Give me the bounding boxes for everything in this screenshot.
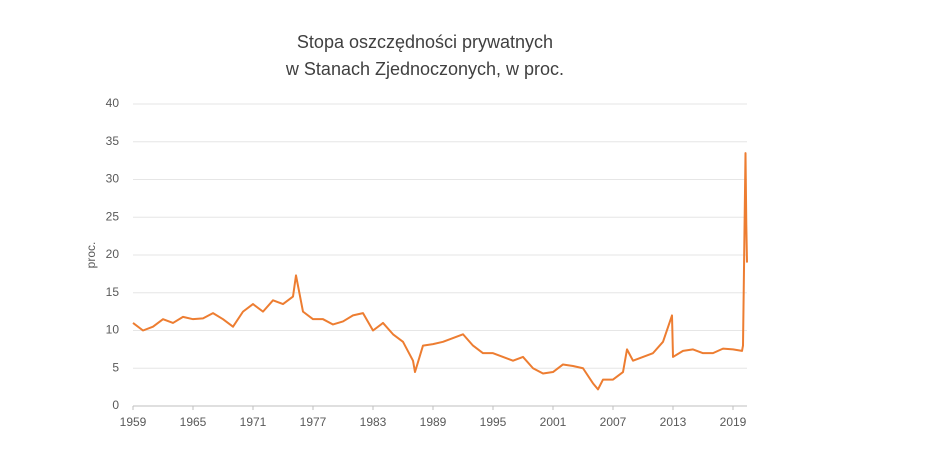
x-tick-label: 1995 (480, 415, 507, 429)
line-series (132, 152, 748, 391)
chart-title: Stopa oszczędności prywatnych (297, 32, 553, 52)
x-tick-label: 1989 (420, 415, 447, 429)
x-tick-label: 1971 (240, 415, 267, 429)
x-tick-label: 2013 (660, 415, 687, 429)
x-tick-label: 1959 (120, 415, 147, 429)
x-tick-label: 2007 (600, 415, 627, 429)
y-tick-label: 10 (106, 323, 120, 337)
y-tick-label: 0 (112, 398, 119, 412)
y-tick-label: 20 (106, 247, 120, 261)
chart-title: w Stanach Zjednoczonych, w proc. (285, 59, 564, 79)
y-tick-label: 35 (106, 134, 120, 148)
y-tick-label: 40 (106, 96, 120, 110)
y-axis-label: proc. (84, 242, 98, 269)
y-tick-label: 30 (106, 172, 120, 186)
x-tick-label: 2001 (540, 415, 567, 429)
x-tick-label: 1977 (300, 415, 327, 429)
y-tick-label: 15 (106, 285, 120, 299)
y-tick-label: 25 (106, 209, 120, 223)
x-tick-label: 1965 (180, 415, 207, 429)
x-tick-label: 2019 (720, 415, 747, 429)
x-tick-label: 1983 (360, 415, 387, 429)
y-tick-label: 5 (112, 360, 119, 374)
